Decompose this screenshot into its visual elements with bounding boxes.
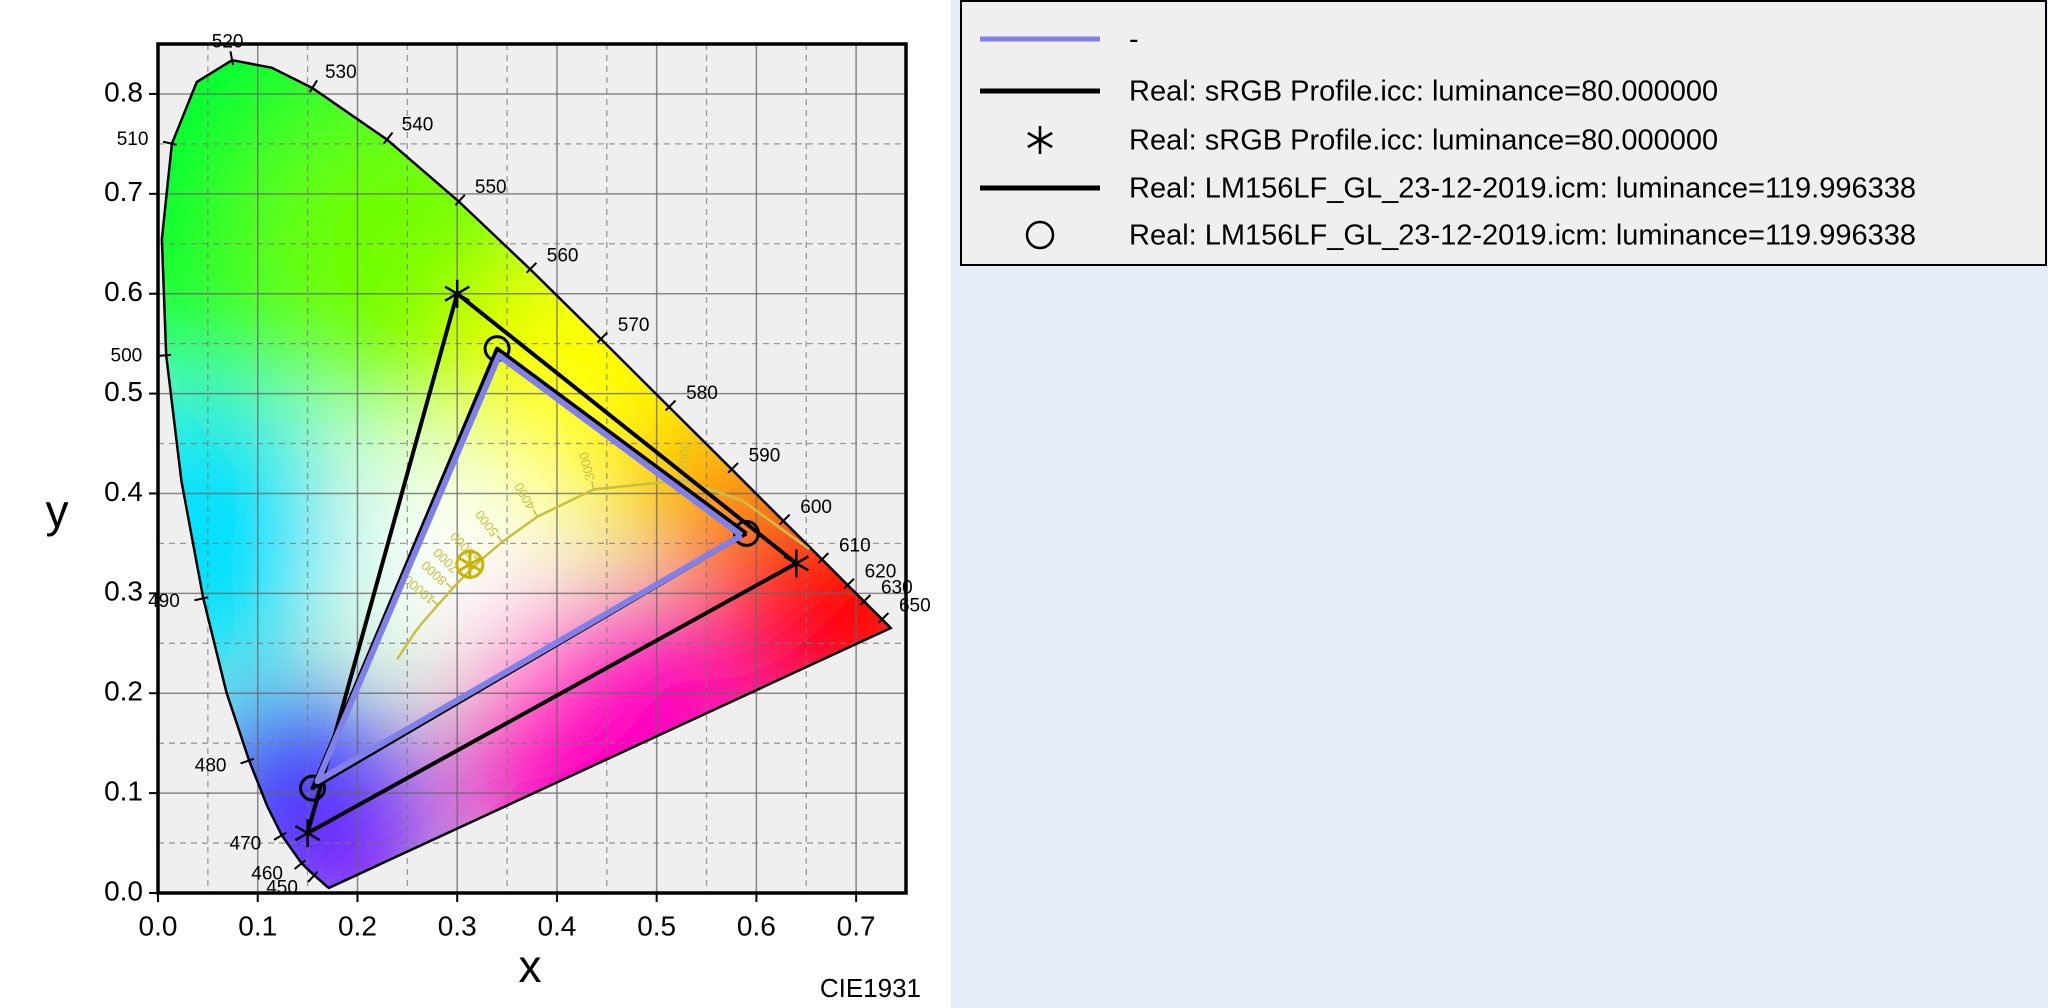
gamut-line — [305, 291, 798, 836]
star-marker — [444, 279, 470, 308]
gamut-color — [706, 483, 891, 744]
y-tick-label: 0.1 — [104, 776, 143, 807]
legend-box — [960, 0, 2047, 266]
wavelength-label: 590 — [749, 446, 781, 467]
cct-tick — [445, 582, 453, 590]
wavelength-label: 460 — [251, 864, 283, 885]
wavelength-label: 620 — [865, 561, 897, 582]
y-tick-label: 0.8 — [104, 76, 143, 107]
wavelength-label: 540 — [402, 114, 434, 135]
wavelength-tick — [273, 831, 287, 841]
cct-tick — [532, 509, 539, 518]
legend-label: Real: sRGB Profile.icc: luminance=80.000… — [1129, 76, 1718, 108]
wavelength-tick — [877, 612, 890, 624]
y-tick-label: 0.2 — [104, 676, 143, 707]
x-axis-label: x — [519, 940, 542, 992]
wavelength-label: 470 — [230, 834, 262, 855]
x-tick-label: 0.2 — [338, 910, 377, 941]
wavelength-tick — [596, 331, 608, 344]
wavelength-label: 550 — [475, 177, 507, 198]
wavelength-tick — [307, 870, 319, 883]
gamut-color — [161, 403, 338, 684]
x-tick-label: 0.3 — [438, 910, 477, 941]
wavelength-tick — [525, 262, 538, 274]
wavelength-tick — [194, 596, 209, 602]
annotation: CIE1931 — [820, 973, 921, 1003]
x-tick-label: 0.1 — [238, 910, 277, 941]
wavelength-tick — [817, 552, 830, 564]
wavelength-label: 500 — [111, 346, 143, 367]
y-tick-label: 0.7 — [104, 176, 143, 207]
y-tick-label: 0.3 — [104, 576, 143, 607]
wavelength-tick — [229, 51, 235, 66]
white-point-star — [456, 550, 483, 579]
legend: - Real: sRGB Profile.icc: luminance=80.00… — [980, 24, 1916, 252]
wavelength-tick — [843, 577, 855, 590]
y-axis-label: y — [46, 485, 69, 537]
wavelength-label: 490 — [148, 591, 180, 612]
legend-label: - — [1129, 24, 1139, 56]
cct-label: 2000 — [675, 441, 692, 471]
wavelength-tick — [727, 462, 739, 474]
legend-label: Real: LM156LF_GL_23-12-2019.icm: luminan… — [1129, 220, 1916, 252]
x-tick-label: 0.5 — [637, 910, 676, 941]
gamut-line — [314, 352, 744, 785]
legend-label: Real: LM156LF_GL_23-12-2019.icm: luminan… — [1129, 173, 1916, 205]
wavelength-tick — [859, 594, 872, 606]
x-tick-label: 0.6 — [737, 910, 776, 941]
wavelength-tick — [454, 194, 466, 206]
wavelength-label: 580 — [686, 383, 718, 404]
cct-tick — [496, 535, 503, 543]
wavelength-label: 520 — [212, 32, 244, 53]
cct-tick — [591, 481, 595, 490]
legend-star — [1027, 126, 1053, 154]
wavelength-label: 480 — [195, 756, 227, 777]
plot-frame — [156, 42, 908, 895]
cct-label: 3000 — [576, 451, 598, 483]
wavelength-label: 510 — [117, 129, 149, 150]
wavelength-label: 530 — [325, 62, 357, 83]
x-tick-label: 0.4 — [537, 910, 576, 941]
axes: x y CIE1931 0.0 0.1 0.2 0.3 0.4 0.5 0.6 0.7 0.0 0… — [46, 76, 922, 1003]
y-tick-label: 0.0 — [104, 875, 143, 906]
wavelength-label: 610 — [839, 536, 871, 557]
wavelength-label: 560 — [547, 245, 579, 266]
star-marker — [294, 819, 321, 848]
wavelength-tick — [240, 757, 255, 765]
legend-circle — [1025, 220, 1055, 250]
wavelength-tick — [779, 513, 791, 526]
x-tick-label: 0.7 — [837, 910, 876, 941]
wavelength-tick — [293, 859, 307, 870]
y-tick-label: 0.6 — [104, 276, 143, 307]
wavelength-tick — [308, 79, 318, 93]
legend-label: Real: sRGB Profile.icc: luminance=80.000… — [1129, 125, 1718, 157]
star-marker — [783, 549, 810, 578]
wavelength-tick — [383, 131, 394, 145]
circle-marker — [299, 774, 327, 802]
wavelength-label: 650 — [899, 596, 931, 617]
wavelength-label: 600 — [800, 497, 832, 518]
wavelength-label: 570 — [618, 315, 650, 336]
wavelength-tick — [664, 399, 677, 412]
wavelength-tick — [162, 140, 177, 146]
cct-tick — [431, 599, 439, 606]
y-tick-label: 0.4 — [104, 476, 143, 507]
x-tick-label: 0.0 — [139, 910, 178, 941]
y-tick-label: 0.5 — [104, 376, 143, 407]
spectral-locus — [160, 58, 893, 890]
